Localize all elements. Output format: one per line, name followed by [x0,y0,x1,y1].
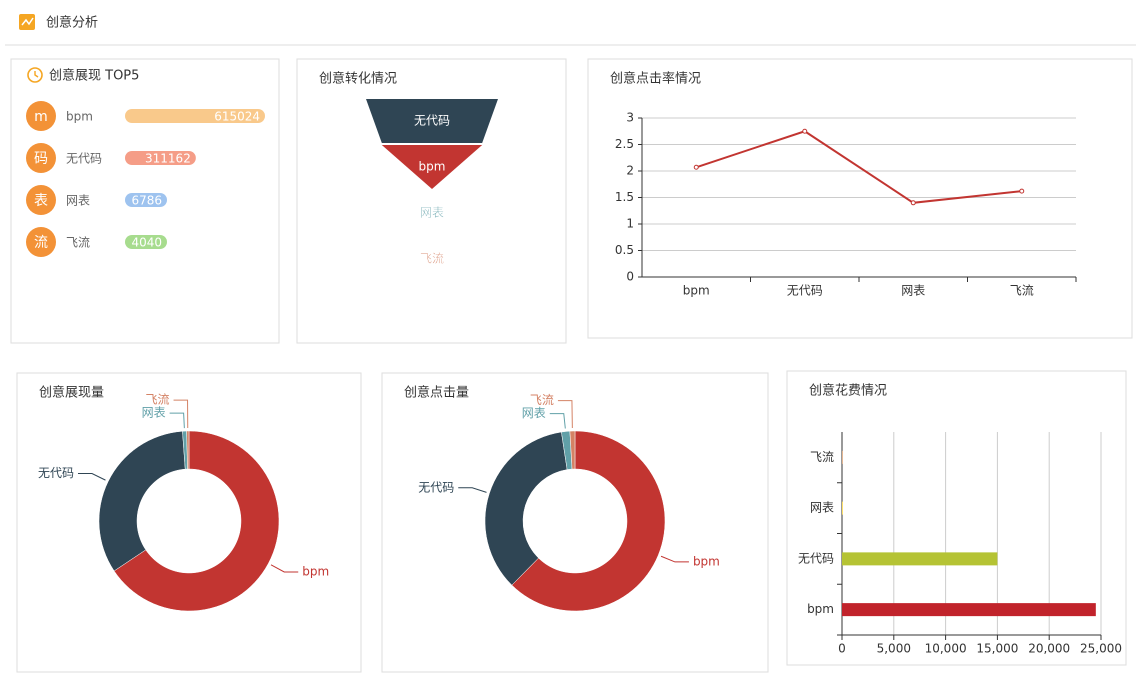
item-name: 无代码 [66,152,102,166]
chart-title: 创意花费情况 [809,383,887,399]
pie-slice [484,431,568,586]
pie-label: bpm [302,564,329,578]
x-tick-label: 15,000 [976,642,1018,656]
pie-slice [113,430,280,612]
chart-title: 创意转化情况 [319,71,397,87]
pie-slice [98,430,186,572]
header-icon-line [21,17,34,26]
x-tick-label: 5,000 [877,642,911,656]
value-pill [125,151,196,165]
y-tick-label: 飞流 [810,450,834,464]
item-name: bpm [66,110,93,124]
label-line [270,564,299,573]
line [695,130,1022,204]
rank-icon-text: 表 [34,193,48,209]
rank-icon-text: m [34,109,48,125]
x-tick-label: 网表 [901,284,925,298]
rank-icon-text: 流 [34,235,48,251]
funnel-label: 飞流 [420,252,444,266]
chart-title: 创意点击率情况 [610,71,701,87]
x-tick-label: 10,000 [925,642,967,656]
y-tick-label: 无代码 [798,551,834,565]
rank-icon [26,227,56,257]
funnel-segment [366,99,498,143]
label-line [169,412,185,429]
x-tick-label: 无代码 [787,284,823,298]
y-tick-label: 2 [626,164,634,178]
chart-panel [381,372,769,673]
y-tick-label: 1 [626,217,634,231]
y-tick-label: 0 [626,270,634,284]
item-name: 网表 [66,194,90,208]
bar [842,603,1096,617]
label-line [660,555,689,563]
funnel-label: 网表 [420,206,444,220]
x-tick-label: 0 [838,642,846,656]
chart-title: 创意点击量 [404,385,469,401]
label-line [458,487,487,493]
point [1019,188,1025,194]
x-tick-label: 飞流 [1010,284,1034,298]
value-pill [125,109,265,123]
y-tick-label: 2.5 [615,137,634,151]
item-value: 6786 [131,194,162,208]
value-pill [125,193,167,207]
label-line [173,399,189,429]
pie-slice [569,430,576,470]
pie-label: 飞流 [530,393,554,407]
pie-label: 无代码 [418,480,454,494]
bar [842,552,998,566]
page-title: 创意分析 [46,15,98,31]
x-tick-label: bpm [683,284,710,298]
value-pill [125,235,167,249]
rank-icon [26,143,56,173]
chart-panel [16,372,362,673]
label-line [77,473,106,481]
top5-title: 创意展现 TOP5 [49,68,139,84]
y-tick-label: 网表 [810,501,834,515]
point [693,164,699,170]
x-tick-label: 25,000 [1080,642,1122,656]
funnel-label: 无代码 [414,114,450,128]
y-tick-label: 0.5 [615,243,634,257]
item-value: 615024 [214,110,260,124]
label-line [557,400,573,429]
pie-slice [511,430,666,612]
pie-label: bpm [693,554,720,568]
y-tick-label: 1.5 [615,190,634,204]
pie-label: 无代码 [38,466,74,480]
x-tick-label: 20,000 [1028,642,1070,656]
rank-icon [26,101,56,131]
item-value: 311162 [145,152,191,166]
rank-icon-text: 码 [34,151,48,167]
y-tick-label: 3 [626,111,634,125]
point [910,200,916,206]
item-value: 4040 [131,236,162,250]
clock-hand [34,71,39,78]
chart-panel [587,58,1133,339]
label-line [549,413,566,429]
point [802,128,808,134]
bar [842,501,843,515]
y-tick-label: bpm [807,602,834,616]
pie-label: 飞流 [146,393,170,407]
clock-icon [27,67,43,83]
funnel-segment [381,145,483,189]
pie-label: 网表 [142,406,166,420]
pie-slice [186,430,190,470]
funnel-label: bpm [419,160,446,174]
pie-label: 网表 [522,406,546,420]
chart-title: 创意展现量 [39,385,104,401]
rank-icon [26,185,56,215]
chart-panel [786,370,1127,666]
item-name: 飞流 [66,236,90,250]
